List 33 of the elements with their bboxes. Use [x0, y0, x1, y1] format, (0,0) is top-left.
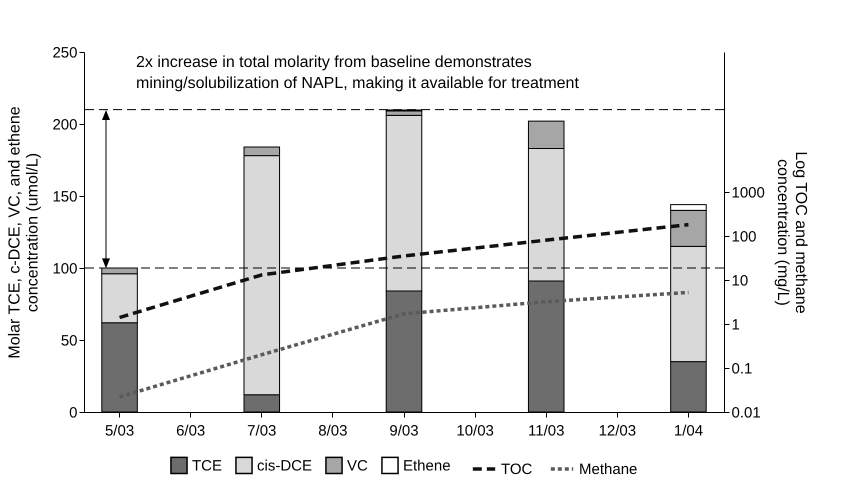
annotation: 2x increase in total molarity from baseline demonstrates: [136, 54, 532, 71]
legend-label: VC: [347, 457, 368, 474]
y-tick-label: 200: [52, 116, 78, 134]
x-tick-label: 8/03: [318, 422, 348, 440]
legend-label: Methane: [579, 461, 638, 478]
y2-axis-title: Log TOC and methane concentration (mg/L): [774, 151, 809, 314]
y2-tick-label: 1000: [732, 184, 765, 202]
y2-tick-label: 1: [732, 316, 740, 334]
x-tick-label: 5/03: [104, 422, 134, 440]
legend-label: TCE: [192, 457, 222, 474]
y2-tick-label: 0.01: [732, 404, 761, 422]
x-tick-label: 12/03: [598, 422, 636, 440]
y2-tick-label: 100: [732, 228, 757, 246]
y-tick-label: 250: [52, 44, 78, 62]
y-tick-label: 0: [69, 404, 78, 422]
line-series: [118, 222, 690, 320]
x-tick-label: 1/04: [674, 422, 704, 440]
y-tick-label: 100: [52, 260, 78, 278]
y-axis-title: Molar TCE, c-DCE, VC, and ethene concentration (umol/L): [6, 106, 42, 359]
legend-label: TOC: [501, 461, 533, 478]
line-series: [118, 290, 690, 399]
y2-tick-label: 0.1: [732, 360, 752, 378]
legend-label: cis-DCE: [257, 457, 312, 474]
y2-tick-label: 10: [732, 272, 748, 290]
x-tick-label: 11/03: [528, 422, 564, 440]
y-tick-label: 150: [52, 188, 78, 206]
annotation: mining/solubilization of NAPL, making it available for treatment: [136, 75, 580, 92]
x-tick-label: 10/03: [456, 422, 494, 440]
x-tick-label: 7/03: [247, 422, 276, 440]
x-tick-label: 9/03: [389, 422, 419, 440]
legend-label: Ethene: [403, 457, 451, 474]
x-tick-label: 6/03: [176, 422, 206, 440]
y-tick-label: 50: [60, 332, 78, 350]
